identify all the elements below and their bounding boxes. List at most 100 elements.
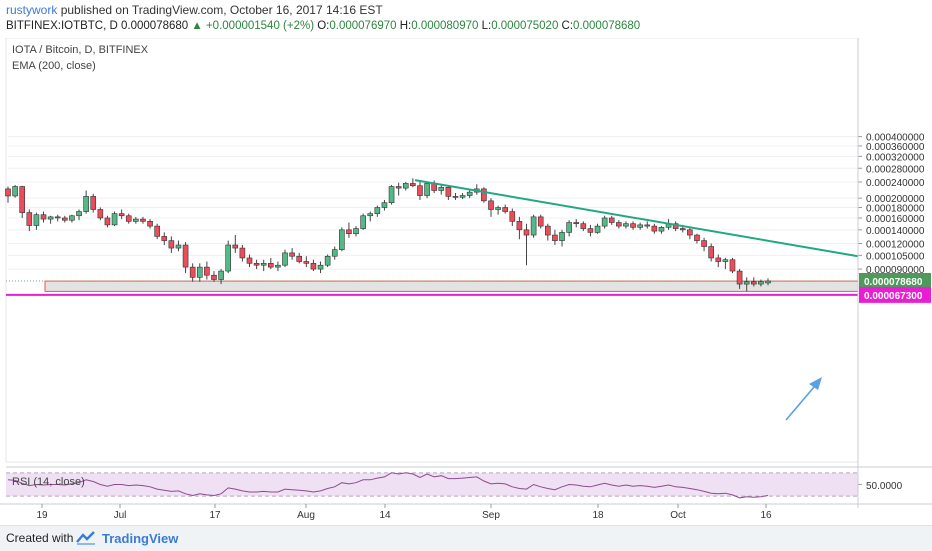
low-value: 0.000075020 — [491, 20, 559, 32]
candle-body — [367, 213, 374, 217]
price-pane-frame — [5, 37, 859, 463]
candle-body — [54, 216, 61, 219]
candle-body — [69, 215, 75, 221]
up-triangle-icon: ▲ — [191, 20, 203, 32]
candle-body — [211, 274, 217, 280]
candle-body — [47, 216, 54, 220]
candle-body — [303, 261, 310, 264]
candle-body — [679, 228, 686, 231]
time-tick-label: 19 — [36, 510, 48, 521]
candle-body — [601, 217, 608, 227]
candle-body — [523, 229, 530, 236]
open-label: O: — [317, 20, 330, 32]
candle-body — [651, 225, 658, 232]
candle-body — [708, 246, 714, 259]
candle-body — [388, 186, 395, 204]
candle-body — [516, 221, 523, 231]
time-tick-label: 17 — [209, 510, 221, 521]
candle-body — [118, 213, 125, 217]
candle-body — [687, 229, 693, 236]
publish-line: rustywork published on TradingView.com, … — [6, 3, 383, 17]
price-tick-label: 0.000140000 — [866, 226, 925, 237]
price-axis[interactable]: 0.0004000000.0003600000.0003200000.00028… — [857, 38, 931, 508]
time-tick-label: Oct — [670, 510, 686, 521]
created-with-text: Created with — [6, 531, 74, 545]
candle-body — [253, 263, 260, 266]
candle-body — [644, 224, 651, 227]
tradingview-logo-icon — [76, 531, 95, 545]
rsi-legend: RSI (14, close) — [12, 476, 85, 488]
candle-body — [438, 186, 445, 191]
candle-body — [296, 255, 303, 262]
candle-body — [495, 207, 501, 210]
time-tick-label: 18 — [592, 510, 604, 521]
candle-body — [715, 257, 722, 262]
price-tick-label: 0.000120000 — [866, 240, 925, 251]
candle-body — [12, 186, 18, 197]
candle-body — [189, 266, 196, 278]
candle-body — [260, 263, 267, 266]
candle-body — [466, 191, 473, 196]
candle-body — [168, 240, 175, 249]
candle-body — [97, 209, 104, 219]
candle-body — [353, 228, 359, 235]
candle-body — [339, 229, 345, 250]
time-tick-label: Sep — [482, 510, 500, 521]
level-price-badge — [859, 286, 931, 303]
low-label: L: — [481, 20, 492, 32]
candle-body — [182, 244, 189, 268]
candle-body — [175, 244, 182, 249]
candle-body — [275, 264, 281, 268]
candle-body — [239, 247, 246, 259]
candle-body — [722, 259, 729, 262]
tradingview-brand[interactable]: TradingView — [102, 531, 179, 546]
price-tick-label: 0.000105000 — [866, 251, 925, 262]
price-tick-label: 0.000180000 — [866, 204, 925, 215]
rsi-band — [6, 472, 858, 497]
candle-body — [452, 196, 459, 198]
price-tick-label: 0.000160000 — [866, 214, 925, 225]
candle-body — [196, 266, 203, 278]
open-value: 0.000076970 — [329, 20, 397, 32]
candle-body — [587, 228, 594, 233]
rsi-pane — [6, 466, 932, 508]
time-tick-label: 16 — [760, 510, 772, 521]
candle-body — [573, 222, 580, 224]
price-tick-label: 0.000320000 — [866, 152, 925, 163]
candle-body — [750, 281, 757, 285]
candle-body — [111, 213, 118, 226]
candle-body — [232, 244, 239, 249]
rsi-value-label: 50.0000 — [866, 481, 903, 492]
candle-body — [360, 215, 366, 229]
candle-body — [743, 281, 750, 285]
price-tick-label: 0.000090000 — [866, 265, 925, 276]
candle-body — [90, 196, 97, 210]
author-link[interactable]: rustywork — [6, 3, 58, 17]
candle-body — [83, 196, 89, 212]
candle-body — [76, 211, 82, 217]
price-tick-label: 0.000200000 — [866, 194, 925, 205]
candle-body — [310, 263, 317, 270]
candle-body — [246, 257, 253, 264]
candle-body — [701, 240, 707, 247]
candle-body — [537, 216, 544, 227]
chart-area[interactable]: 0.000400000 0.000360000 0.000320000 0.00028… — [0, 37, 932, 528]
published-text: published on TradingView.com, October 16… — [60, 3, 383, 17]
candle-body — [62, 217, 68, 221]
time-axis[interactable]: 19 Jul 17 Aug 14 Sep 18 Oct 16 — [0, 503, 932, 521]
last-price: 0.000078680 — [121, 20, 189, 32]
price-badge-label: 0.000067300 — [864, 291, 923, 302]
candle-body — [154, 225, 160, 237]
symbol-legend: IOTA / Bitcoin, D, BITFINEX — [12, 44, 149, 56]
price-chart-svg[interactable]: 0.0004000000.0003600000.0003200000.00028… — [0, 37, 932, 528]
candle-body — [374, 207, 381, 214]
candle-body — [424, 183, 430, 196]
rsi-line — [7, 472, 769, 499]
candle-body — [616, 222, 622, 227]
time-tick-label: Aug — [297, 510, 315, 521]
candle-body — [758, 281, 764, 285]
symbol-label: BITFINEX:IOTBTC, D — [6, 20, 118, 32]
candle-body — [630, 223, 636, 228]
candle-body — [580, 223, 587, 229]
candle-body — [509, 211, 516, 222]
